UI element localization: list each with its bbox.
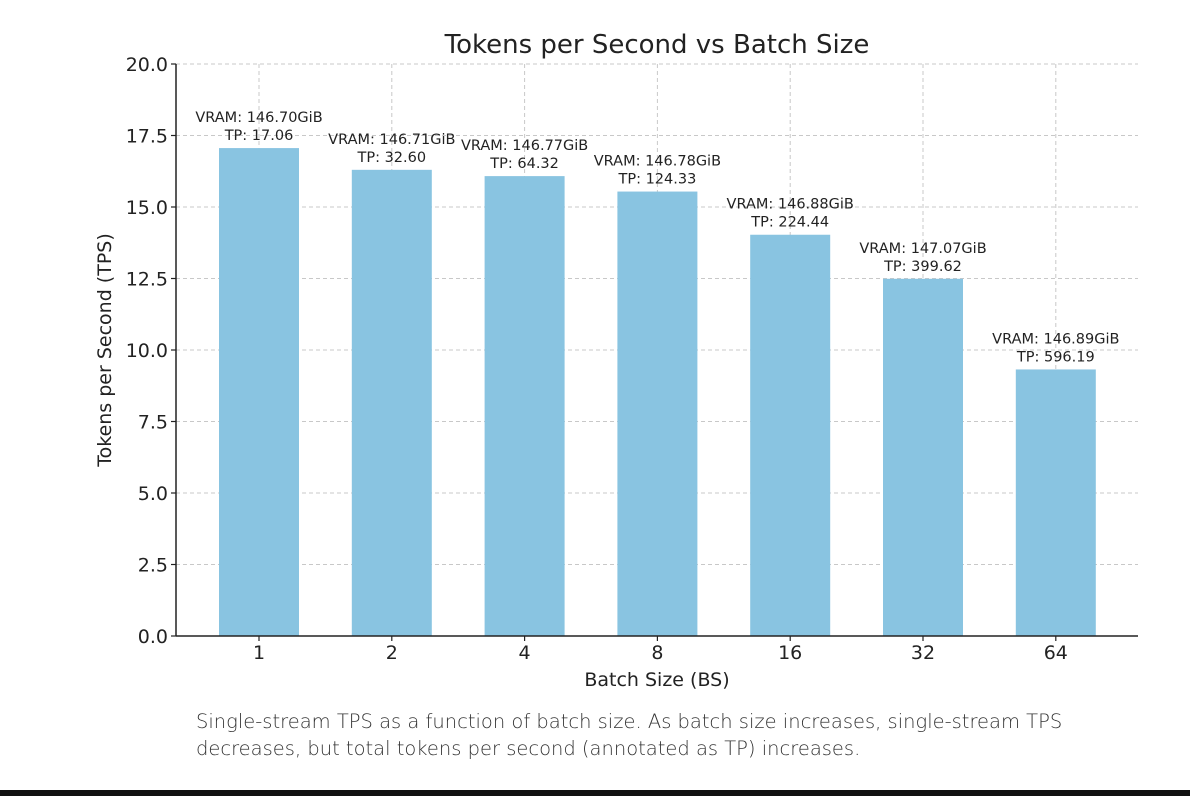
annotation-vram: VRAM: 146.77GiB — [461, 138, 588, 154]
annotation-vram: VRAM: 146.71GiB — [328, 132, 455, 148]
x-tick-label: 8 — [651, 642, 663, 664]
annotation-vram: VRAM: 146.89GiB — [992, 331, 1119, 347]
bar — [484, 176, 565, 636]
annotation-tp: TP: 17.06 — [224, 128, 294, 144]
chart-title: Tokens per Second vs Batch Size — [444, 30, 870, 60]
x-tick-label: 4 — [519, 642, 531, 664]
axes: 0.0 2.5 5.0 7.5 10.0 12.5 15.0 17.5 20.0 1 2 4 8 16 32… — [126, 54, 1138, 664]
y-tick-label: 5.0 — [138, 483, 168, 505]
x-tick-label: 16 — [778, 642, 802, 664]
annotation-tp: TP: 399.62 — [883, 259, 962, 275]
bottom-border — [0, 790, 1190, 796]
annotation-tp: TP: 596.19 — [1016, 349, 1095, 365]
bar-annotations: VRAM: 146.70GiB TP: 17.06 VRAM: 146.71GiB T… — [195, 110, 1119, 365]
bar — [1015, 369, 1096, 636]
bars — [219, 148, 1096, 637]
bar — [219, 148, 299, 637]
annotation-vram: VRAM: 146.78GiB — [594, 154, 721, 170]
y-tick-label: 12.5 — [126, 269, 168, 291]
y-axis-label: Tokens per Second (TPS) — [94, 233, 116, 468]
annotation-tp: TP: 224.44 — [750, 215, 829, 231]
annotation-vram: VRAM: 147.07GiB — [859, 241, 986, 257]
y-tick-label: 7.5 — [138, 412, 168, 434]
y-tick-label: 15.0 — [126, 197, 168, 219]
bar — [883, 278, 963, 636]
annotation-tp: TP: 32.60 — [356, 150, 426, 166]
bar-chart: VRAM: 146.70GiB TP: 17.06 VRAM: 146.71GiB T… — [94, 30, 1138, 691]
y-tick-label: 20.0 — [126, 54, 168, 76]
x-tick-label: 1 — [253, 642, 265, 664]
y-tick-label: 2.5 — [138, 555, 168, 577]
y-tick-label: 10.0 — [126, 340, 168, 362]
bar — [351, 169, 432, 636]
bar — [617, 191, 698, 636]
y-tick-label: 0.0 — [138, 626, 168, 648]
annotation-vram: VRAM: 146.70GiB — [195, 110, 322, 126]
annotation-vram: VRAM: 146.88GiB — [727, 197, 854, 213]
x-tick-label: 64 — [1044, 642, 1068, 664]
annotation-tp: TP: 124.33 — [617, 172, 696, 188]
annotation-tp: TP: 64.32 — [489, 156, 559, 172]
y-tick-label: 17.5 — [126, 126, 168, 148]
x-axis-label: Batch Size (BS) — [584, 669, 729, 691]
figure-caption: Single-stream TPS as a function of batch… — [196, 710, 1063, 760]
chart: VRAM: 146.70GiB TP: 17.06 VRAM: 146.71GiB T… — [94, 30, 1138, 691]
x-tick-label: 32 — [911, 642, 935, 664]
x-tick-label: 2 — [386, 642, 398, 664]
bar — [750, 234, 831, 636]
